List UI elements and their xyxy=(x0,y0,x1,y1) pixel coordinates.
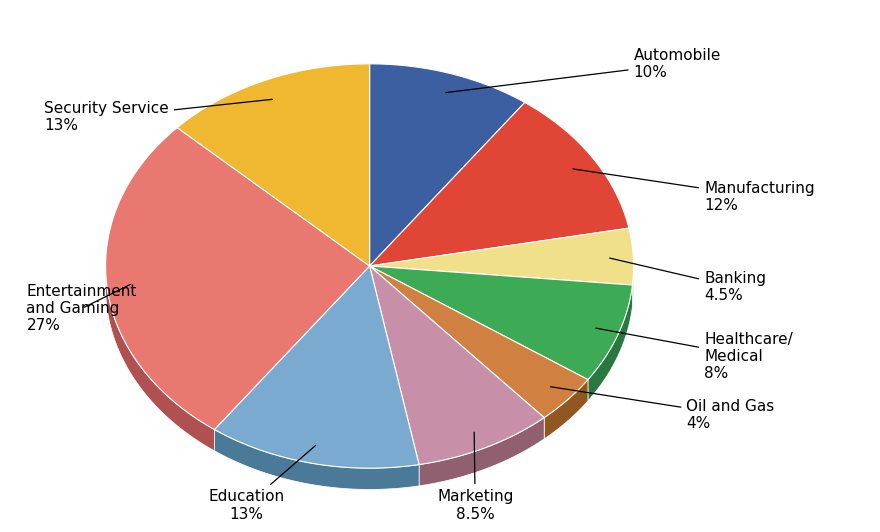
Polygon shape xyxy=(106,266,215,451)
Polygon shape xyxy=(106,128,370,429)
Polygon shape xyxy=(633,266,634,306)
Polygon shape xyxy=(370,266,633,380)
Polygon shape xyxy=(177,64,370,266)
Polygon shape xyxy=(215,429,419,489)
Polygon shape xyxy=(544,380,588,439)
Polygon shape xyxy=(370,266,588,418)
Text: Banking
4.5%: Banking 4.5% xyxy=(610,258,766,303)
Polygon shape xyxy=(588,285,633,401)
Polygon shape xyxy=(370,64,524,266)
Text: Healthcare/
Medical
8%: Healthcare/ Medical 8% xyxy=(596,328,793,381)
Text: Manufacturing
12%: Manufacturing 12% xyxy=(573,169,815,213)
Text: Education
13%: Education 13% xyxy=(209,445,316,521)
Polygon shape xyxy=(215,266,419,468)
Polygon shape xyxy=(370,228,634,285)
Text: Automobile
10%: Automobile 10% xyxy=(446,48,721,93)
Polygon shape xyxy=(419,418,544,486)
Text: Oil and Gas
4%: Oil and Gas 4% xyxy=(551,387,774,431)
Polygon shape xyxy=(370,103,629,266)
Text: Marketing
8.5%: Marketing 8.5% xyxy=(437,432,513,521)
Polygon shape xyxy=(370,266,544,464)
Text: Security Service
13%: Security Service 13% xyxy=(44,99,273,133)
Text: Entertainment
and Gaming
27%: Entertainment and Gaming 27% xyxy=(26,284,136,334)
